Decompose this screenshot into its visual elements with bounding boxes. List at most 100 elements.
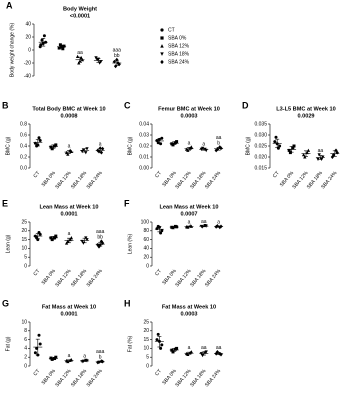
legend-marker	[160, 44, 164, 48]
data-point	[50, 238, 54, 242]
data-point	[35, 346, 39, 350]
x-tick-label: CT	[32, 170, 41, 179]
panel-title: Body Weight	[63, 6, 97, 12]
y-tick-label: 0.4	[20, 143, 27, 149]
data-point	[97, 149, 101, 154]
y-tick-label: 0.030	[254, 132, 267, 138]
data-point	[301, 153, 306, 157]
x-tick-label: SBA 24%	[86, 170, 105, 190]
data-point	[305, 150, 309, 155]
data-point	[115, 57, 119, 62]
x-tick-label: SBA 24%	[204, 268, 223, 288]
y-tick-label: 0	[28, 47, 31, 53]
significance-label: a	[68, 231, 71, 237]
y-tick-label: 0.01	[139, 154, 149, 160]
y-tick-label: 5	[24, 255, 27, 261]
y-tick-label: 25	[143, 319, 149, 325]
panel-letter: D	[242, 100, 249, 110]
data-point	[66, 152, 70, 156]
data-point	[81, 241, 86, 245]
legend-marker	[160, 36, 164, 40]
data-point	[37, 136, 41, 140]
data-point	[155, 139, 159, 142]
y-tick-label: 20	[143, 255, 149, 261]
data-point	[199, 352, 204, 356]
data-point	[316, 157, 320, 161]
data-point	[160, 136, 164, 140]
panel-title: Total Body BMC at Week 10	[32, 106, 105, 112]
legend-label: SBA 24%	[168, 59, 190, 65]
y-axis-label: BMC (g)	[245, 136, 251, 155]
y-tick-label: 15	[21, 237, 27, 243]
x-tick-label: CT	[154, 368, 163, 377]
significance-label: bb	[114, 53, 120, 59]
y-tick-label: 0.0	[20, 165, 27, 171]
data-point	[81, 148, 86, 152]
panel-letter: B	[2, 100, 9, 110]
significance-label: aa	[216, 135, 222, 141]
y-tick-label: 10	[21, 246, 27, 252]
p-value: 0.0001	[60, 311, 77, 317]
x-tick-label: SBA 24%	[86, 268, 105, 288]
y-axis-label: Body weight change (%)	[9, 23, 15, 78]
data-point	[69, 236, 74, 240]
panel-letter: C	[124, 100, 131, 110]
data-point	[85, 238, 89, 242]
significance-label: a	[188, 345, 191, 351]
data-point	[160, 343, 164, 347]
data-point	[171, 350, 175, 354]
data-point	[38, 139, 42, 142]
legend-marker	[160, 52, 164, 56]
y-tick-label: 0.03	[139, 132, 149, 138]
data-point	[274, 135, 278, 139]
y-axis-label: BMC (g)	[5, 136, 11, 155]
significance-label: a	[188, 140, 191, 146]
panel-title: Fat Mass at Week 10	[42, 304, 96, 310]
data-point	[117, 62, 121, 67]
y-tick-label: 0.02	[139, 143, 149, 149]
significance-label: a	[188, 219, 191, 225]
significance-label: a	[217, 219, 220, 225]
panel-letter: A	[6, 0, 13, 10]
significance-label: a	[68, 353, 71, 359]
y-tick-label: 40	[25, 21, 31, 27]
legend-marker	[160, 28, 164, 32]
legend-label: CT	[168, 27, 175, 33]
legend-label: SBA 18%	[168, 51, 190, 57]
data-point	[38, 45, 42, 49]
significance-label: a	[99, 142, 102, 148]
y-tick-label: 25	[21, 219, 27, 225]
x-tick-label: CT	[272, 170, 281, 179]
x-tick-label: SBA 24%	[204, 368, 223, 388]
p-value: 0.0003	[180, 113, 197, 119]
y-tick-label: 0.6	[20, 132, 27, 138]
data-point	[159, 231, 163, 235]
p-value: 0.0003	[180, 311, 197, 317]
y-tick-label: 0	[24, 363, 27, 369]
data-point	[37, 333, 41, 337]
y-tick-label: 0.025	[254, 143, 267, 149]
y-axis-label: BMC (g)	[127, 136, 133, 155]
x-tick-label: SBA 24%	[320, 170, 339, 190]
y-tick-label: -40	[24, 73, 31, 79]
x-tick-label: SBA 24%	[204, 170, 223, 190]
y-axis-label: Lean (g)	[5, 234, 11, 253]
data-point	[214, 148, 218, 153]
y-tick-label: 80	[143, 228, 149, 234]
data-point	[100, 146, 105, 151]
data-point	[94, 56, 98, 60]
y-tick-label: 100	[141, 219, 150, 225]
y-tick-label: 6	[24, 337, 27, 343]
data-point	[33, 351, 37, 355]
y-tick-label: 4	[24, 346, 27, 352]
data-point	[64, 241, 69, 245]
data-point	[155, 338, 159, 342]
panel-letter: F	[124, 198, 130, 208]
y-axis-label: Lean (%)	[127, 234, 133, 255]
significance-label: a	[68, 144, 71, 150]
significance-label: aa	[77, 50, 83, 56]
data-point	[334, 148, 338, 153]
y-tick-label: 0.00	[139, 165, 149, 171]
x-tick-label: CT	[154, 268, 163, 277]
